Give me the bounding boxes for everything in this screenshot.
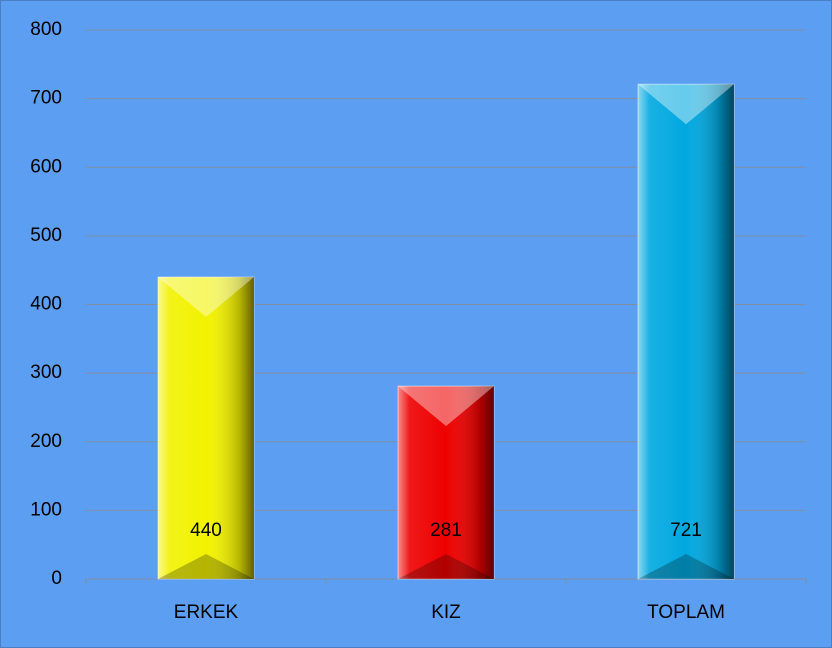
data-label: 721 (670, 520, 702, 541)
bar-bevel-top (158, 277, 254, 318)
x-tick-label: ERKEK (174, 602, 239, 623)
bar-bevel-top (638, 84, 734, 125)
data-label: 440 (190, 520, 222, 541)
bar-bevel-bottom (158, 554, 254, 579)
y-tick-label: 200 (30, 431, 62, 452)
y-tick-label: 300 (30, 362, 62, 383)
bar-shade (638, 84, 734, 580)
y-tick-label: 700 (30, 88, 62, 109)
y-tick-label: 100 (30, 499, 62, 520)
y-tick-label: 500 (30, 225, 62, 246)
y-tick-label: 600 (30, 156, 62, 177)
bar-bevel-top (398, 386, 494, 427)
bar-shade (398, 386, 494, 579)
bar-bevel-bottom (398, 554, 494, 579)
bar-shade (158, 277, 254, 579)
data-label: 281 (430, 520, 462, 541)
x-tick-label: TOPLAM (647, 602, 725, 623)
y-tick-label: 400 (30, 294, 62, 315)
bar-bevel-bottom (638, 554, 734, 579)
x-tick-label: KIZ (431, 602, 461, 623)
y-tick-label: 800 (30, 19, 62, 40)
y-tick-label: 0 (51, 568, 62, 589)
